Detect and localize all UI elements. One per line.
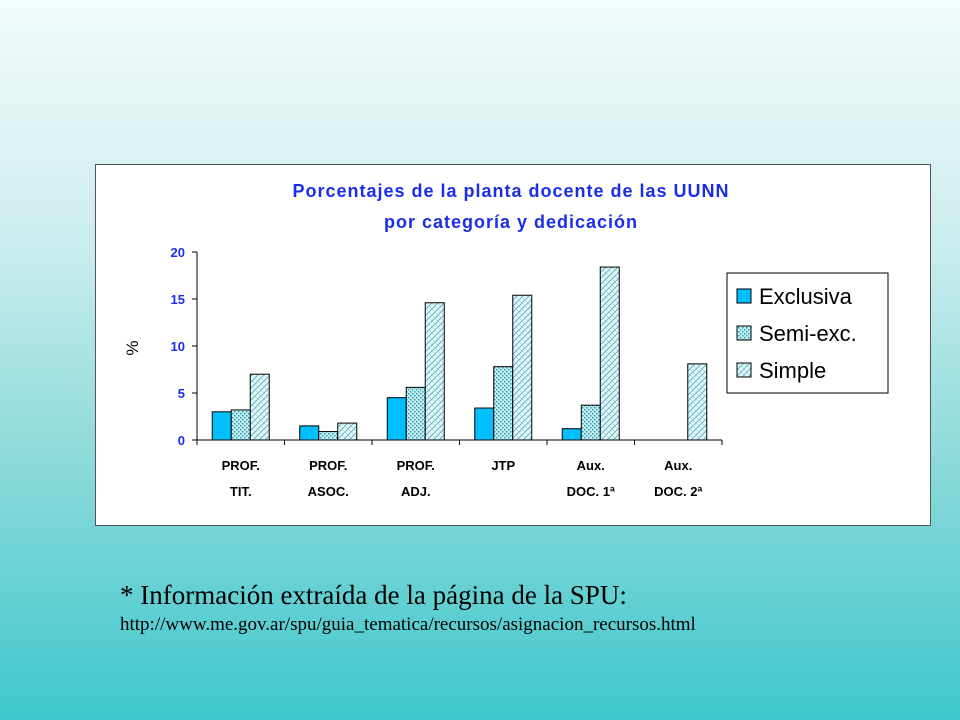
- x-category-label: DOC. 2ª: [654, 484, 702, 499]
- legend-swatch: [736, 288, 752, 304]
- chart-title-line-1: Porcentajes de la planta docente de las …: [292, 181, 729, 201]
- bar-exclusiva-2: [386, 397, 407, 441]
- bar-exclusiva-0: [211, 411, 232, 441]
- legend-label: Simple: [759, 358, 826, 383]
- bar-exclusiva-4: [561, 428, 582, 441]
- x-category-label: PROF.: [397, 458, 435, 473]
- x-category-label: PROF.: [309, 458, 347, 473]
- bar-semi-exc-1: [318, 431, 339, 441]
- bar-simple-4: [599, 266, 620, 441]
- y-tick-label: 15: [171, 292, 185, 307]
- source-note: * Información extraída de la página de l…: [120, 578, 920, 638]
- bar-simple-5: [687, 363, 708, 441]
- bar-simple-0: [249, 373, 270, 441]
- y-tick-label: 10: [171, 339, 185, 354]
- legend-swatch: [736, 325, 752, 341]
- bar-simple-1: [337, 422, 358, 441]
- y-tick-label: 0: [178, 433, 185, 448]
- x-category-label: Aux.: [664, 458, 692, 473]
- bar-simple-3: [512, 294, 533, 441]
- x-category-label: DOC. 1ª: [567, 484, 615, 499]
- bar-exclusiva-3: [474, 407, 495, 441]
- chart-legend: Exclusiva Semi-exc. Simple: [726, 272, 889, 394]
- y-tick-label: 5: [178, 386, 185, 401]
- x-category-label: ASOC.: [308, 484, 349, 499]
- bar-semi-exc-4: [580, 404, 601, 441]
- chart-title-line-2: por categoría y dedicación: [384, 212, 638, 232]
- legend-label: Semi-exc.: [759, 321, 857, 346]
- x-category-label: PROF.: [222, 458, 260, 473]
- x-category-label: ADJ.: [401, 484, 431, 499]
- y-axis-label: %: [123, 340, 142, 355]
- bar-semi-exc-3: [493, 366, 514, 441]
- legend-swatch: [736, 362, 752, 378]
- source-note-text: * Información extraída de la página de l…: [120, 580, 627, 610]
- plot-area: 0 5 10 15 20 PROF. TIT. PROF. ASOC. PROF. ADJ. JTP A…: [171, 245, 723, 499]
- bar-exclusiva-1: [299, 425, 320, 441]
- source-url-link[interactable]: http://www.me.gov.ar/spu/guia_tematica/r…: [120, 614, 696, 635]
- y-tick-label: 20: [171, 245, 185, 260]
- legend-box: [726, 272, 889, 394]
- bar-simple-2: [424, 302, 445, 441]
- bar-semi-exc-2: [405, 386, 426, 441]
- x-category-label: Aux.: [577, 458, 605, 473]
- x-category-label: TIT.: [230, 484, 252, 499]
- bar-chart: Porcentajes de la planta docente de las …: [123, 181, 889, 499]
- bar-semi-exc-0: [230, 409, 251, 441]
- chart-panel: Porcentajes de la planta docente de las …: [95, 164, 931, 526]
- x-category-label: JTP: [491, 458, 515, 473]
- legend-label: Exclusiva: [759, 284, 853, 309]
